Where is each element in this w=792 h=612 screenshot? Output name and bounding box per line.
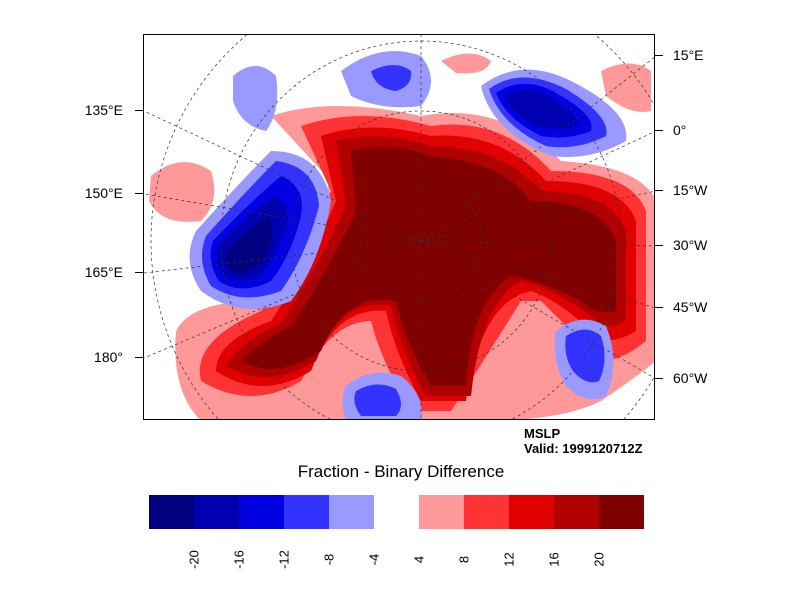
colorbar-swatch [419, 495, 464, 529]
colorbar-swatch [599, 495, 644, 529]
valid-time: Valid: 1999120712Z [524, 441, 643, 456]
colorbar-label: 8 [456, 555, 472, 564]
colorbar-swatch [149, 495, 194, 529]
lon-label: 15°W [673, 182, 708, 198]
lon-label: 45°W [673, 299, 708, 315]
colorbar [149, 495, 644, 529]
colorbar-swatch [374, 495, 419, 529]
colorbar-title: Fraction - Binary Difference [297, 462, 505, 481]
contour-neg-20 [225, 216, 272, 274]
polar-map [143, 34, 655, 420]
lon-label: 180° [94, 349, 123, 365]
colorbar-label: -16 [231, 550, 247, 569]
colorbar-swatch [194, 495, 239, 529]
colorbar-swatch [239, 495, 284, 529]
lon-label: 15°E [673, 47, 704, 63]
colorbar-swatch [509, 495, 554, 529]
colorbar-label: -4 [366, 553, 382, 566]
contour-neg-8 [354, 384, 401, 416]
graticule [144, 35, 654, 419]
variable-label: MSLP [524, 426, 561, 441]
contour-neg-4 [233, 66, 278, 131]
lon-label: 30°W [673, 237, 708, 253]
lon-label: 60°W [673, 370, 708, 386]
contour-neg-16 [506, 89, 577, 129]
colorbar-label: -8 [321, 553, 337, 566]
lon-label: 135°E [84, 102, 123, 118]
colorbar-swatch [284, 495, 329, 529]
contour-neg-8 [371, 65, 412, 91]
tick [655, 190, 663, 191]
contour-pos-4 [149, 162, 215, 222]
colorbar-label: 12 [501, 552, 517, 567]
lon-label: 0° [673, 122, 687, 138]
colorbar-label: -12 [276, 550, 292, 569]
annotation: MSLP Valid: 1999120712Z [524, 426, 643, 456]
contour-pos-20 [241, 147, 616, 386]
tick [655, 307, 663, 308]
lon-label: 165°E [84, 264, 123, 280]
colorbar-label: -20 [186, 550, 202, 569]
contour-pos-4 [601, 63, 651, 112]
tick [655, 130, 663, 131]
colorbar-swatch [329, 495, 374, 529]
tick [655, 378, 663, 379]
contour-pos-4 [441, 53, 491, 74]
tick [135, 110, 143, 111]
tick [655, 245, 663, 246]
lon-label: 150°E [84, 185, 123, 201]
tick [135, 193, 143, 194]
colorbar-label: 20 [591, 552, 607, 567]
tick [135, 357, 143, 358]
contour-field [144, 35, 654, 419]
colorbar-swatch [464, 495, 509, 529]
colorbar-swatch [554, 495, 599, 529]
colorbar-label: 16 [546, 552, 562, 567]
tick [655, 55, 663, 56]
colorbar-label: 4 [411, 555, 427, 564]
tick [135, 272, 143, 273]
